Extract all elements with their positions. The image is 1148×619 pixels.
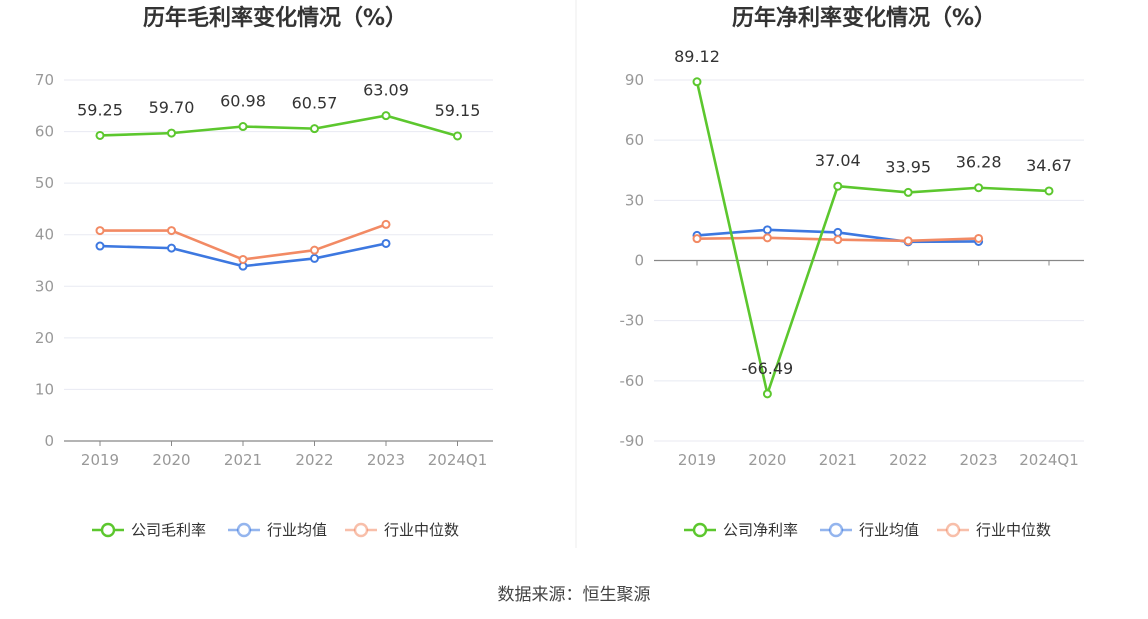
data-point-company <box>167 128 176 138</box>
data-label: 59.15 <box>435 101 481 120</box>
x-tick-label: 2022 <box>295 451 333 469</box>
data-point-median <box>381 219 391 229</box>
data-point-company <box>95 130 105 140</box>
data-point-median <box>762 233 772 243</box>
data-label: 60.98 <box>220 92 266 111</box>
y-tick-label: 30 <box>625 191 644 209</box>
legend-marker <box>692 522 708 538</box>
data-point-company <box>762 389 772 399</box>
data-label: -66.49 <box>742 359 794 378</box>
legend-label: 公司毛利率 <box>131 521 206 539</box>
legend-item-avg: 行业均值 <box>820 521 919 539</box>
legend-marker <box>828 522 844 538</box>
y-tick-label: 40 <box>35 226 54 244</box>
y-tick-label: -90 <box>620 432 645 450</box>
y-tick-label: -30 <box>620 312 645 330</box>
legend-marker <box>236 522 252 538</box>
legend-label: 行业中位数 <box>976 521 1051 539</box>
data-point-avg <box>167 243 176 253</box>
y-tick-label: 30 <box>35 277 54 295</box>
data-label: 60.57 <box>292 94 338 113</box>
y-tick-label: 0 <box>634 252 644 270</box>
chart-title: 历年毛利率变化情况（%） <box>143 5 407 31</box>
data-source: 数据来源：恒生聚源 <box>497 585 651 605</box>
data-point-company <box>453 131 462 141</box>
x-tick-label: 2020 <box>748 451 786 469</box>
y-tick-label: 10 <box>35 380 54 398</box>
x-tick-label: 2023 <box>960 451 998 469</box>
legend-label: 行业均值 <box>267 521 327 539</box>
x-tick-label: 2021 <box>224 451 262 469</box>
data-point-avg <box>310 253 319 263</box>
legend-item-median: 行业中位数 <box>937 521 1051 539</box>
y-tick-label: 20 <box>35 329 54 347</box>
data-point-avg <box>381 238 391 248</box>
legend-label: 公司净利率 <box>723 521 798 539</box>
legend-item-company: 公司净利率 <box>684 521 798 539</box>
y-tick-label: 60 <box>35 123 54 141</box>
net-margin-chart: 历年净利率变化情况（%） -90 -60 -30 0 30 60 90 2019 2020 2021… <box>620 5 1084 539</box>
data-label: 89.12 <box>674 47 720 66</box>
data-point-company <box>692 77 702 87</box>
y-tick-label: -60 <box>620 372 645 390</box>
data-point-median <box>833 235 843 245</box>
gross-margin-chart: 历年毛利率变化情况（%） 0 10 20 30 40 50 60 70 2019 2020 2021 2… <box>35 5 493 539</box>
series-line-median <box>100 223 387 261</box>
data-point-company <box>903 187 913 197</box>
legend-item-median: 行业中位数 <box>345 521 459 539</box>
legend-marker <box>945 522 961 538</box>
data-label: 59.70 <box>149 98 195 117</box>
series-line-company <box>695 81 1050 396</box>
data-point-median <box>974 233 984 243</box>
data-label: 59.25 <box>77 100 123 119</box>
y-tick-label: 70 <box>35 71 54 89</box>
data-point-avg <box>833 227 843 237</box>
data-label: 63.09 <box>363 81 409 100</box>
data-label: 37.04 <box>815 151 861 170</box>
data-point-median <box>167 226 176 236</box>
legend-marker <box>100 522 116 538</box>
data-point-median <box>903 236 913 246</box>
legend-item-avg: 行业均值 <box>228 521 327 539</box>
data-label: 36.28 <box>956 153 1002 172</box>
data-point-median <box>692 234 702 244</box>
data-point-avg <box>95 241 105 251</box>
x-tick-label: 2021 <box>819 451 857 469</box>
y-tick-label: 50 <box>35 174 54 192</box>
data-point-company <box>310 124 319 134</box>
x-tick-label: 2019 <box>678 451 716 469</box>
data-point-company <box>238 122 248 132</box>
data-point-median <box>95 226 105 236</box>
y-tick-label: 90 <box>625 71 644 89</box>
data-point-company <box>381 111 391 121</box>
legend-marker <box>353 522 369 538</box>
x-tick-label: 2024Q1 <box>428 451 488 469</box>
data-label: 33.95 <box>885 157 931 176</box>
series-line-company <box>99 114 458 138</box>
data-point-company <box>833 181 843 191</box>
data-point-avg <box>762 225 772 235</box>
x-tick-label: 2019 <box>81 451 119 469</box>
y-tick-label: 60 <box>625 131 644 149</box>
y-tick-label: 0 <box>44 432 54 450</box>
legend-item-company: 公司毛利率 <box>92 521 206 539</box>
data-point-company <box>1044 186 1054 196</box>
legend-label: 行业中位数 <box>384 521 459 539</box>
data-point-company <box>974 183 984 193</box>
legend-label: 行业均值 <box>859 521 919 539</box>
x-tick-label: 2023 <box>367 451 405 469</box>
x-tick-label: 2020 <box>152 451 190 469</box>
data-point-median <box>238 254 248 264</box>
x-tick-label: 2022 <box>889 451 927 469</box>
data-label: 34.67 <box>1026 156 1072 175</box>
x-tick-label: 2024Q1 <box>1019 451 1079 469</box>
data-point-median <box>310 245 319 255</box>
chart-title: 历年净利率变化情况（%） <box>732 5 996 31</box>
